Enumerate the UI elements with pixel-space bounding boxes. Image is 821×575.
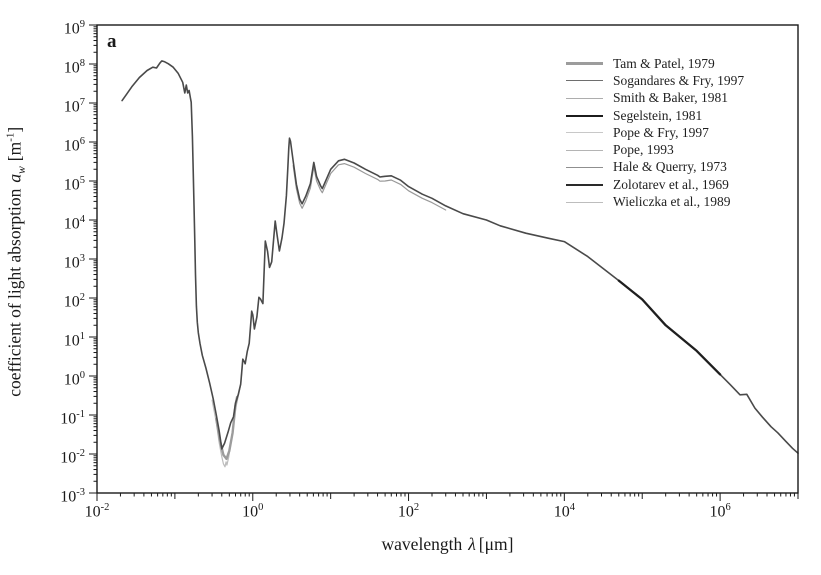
y-title-unit-exp: -1: [4, 132, 17, 142]
legend-item-label: Tam & Patel, 1979: [613, 55, 715, 71]
legend: Tam & Patel, 1979 Sogandares & Fry, 1997 S…: [566, 55, 744, 211]
tick-label: 10-2: [60, 448, 85, 467]
legend-item-label: Zolotarev et al., 1969: [613, 176, 729, 192]
series-curve-2: [292, 163, 447, 211]
tick-label: 102: [397, 502, 420, 521]
legend-item: Hale & Querry, 1973: [566, 159, 744, 176]
tick-exponent: 4: [569, 502, 575, 513]
legend-item-label: Segelstein, 1981: [613, 107, 703, 123]
tick-exponent: 6: [725, 502, 731, 513]
tick-exponent: 4: [79, 214, 85, 225]
legend-line-swatch: [566, 183, 603, 186]
tick-label: 104: [553, 502, 575, 521]
x-axis-title: wavelength λ [μm]: [97, 534, 798, 555]
plot-frame: [96, 24, 799, 494]
legend-item: Sogandares & Fry, 1997: [566, 72, 744, 89]
tick-exponent: 5: [79, 175, 85, 186]
x-title-symbol: λ: [468, 534, 476, 554]
x-title-text: wavelength: [381, 534, 463, 554]
tick-exponent: 2: [79, 292, 85, 303]
legend-line-swatch: [566, 97, 603, 99]
tick-label: 104: [63, 214, 85, 233]
x-title-unit: [μm]: [478, 534, 514, 554]
tick-exponent: -2: [76, 448, 85, 459]
y-title-unit-open: [m: [4, 141, 25, 162]
tick-exponent: -2: [100, 502, 110, 513]
data-curves: [121, 60, 799, 468]
legend-item: Zolotarev et al., 1969: [566, 176, 744, 193]
tick-label: 100: [63, 370, 85, 389]
tick-label: 10-1: [60, 409, 85, 428]
tick-exponent: 7: [79, 97, 85, 108]
tick-label: 102: [63, 292, 85, 311]
tick-exponent: 1: [79, 331, 85, 342]
legend-item: Wieliczka et al., 1989: [566, 193, 744, 210]
y-title-text: coefficient of light absorption: [4, 188, 25, 397]
panel-label: a: [107, 31, 117, 52]
tick-label: 10-3: [60, 487, 85, 506]
legend-line-swatch: [566, 149, 603, 151]
tick-label: 105: [63, 175, 85, 194]
tick-label: 108: [63, 58, 85, 77]
tick-label: 103: [63, 253, 85, 272]
legend-item: Segelstein, 1981: [566, 107, 744, 124]
tick-exponent: -3: [76, 487, 85, 498]
legend-item-label: Pope, 1993: [613, 142, 674, 158]
legend-item: Smith & Baker, 1981: [566, 90, 744, 107]
legend-item-label: Hale & Querry, 1973: [613, 159, 727, 175]
legend-line-swatch: [566, 132, 603, 134]
tick-exponent: 6: [79, 136, 85, 147]
legend-item-label: Wieliczka et al., 1989: [613, 194, 731, 210]
tick-label: 100: [242, 502, 264, 521]
legend-item: Pope & Fry, 1997: [566, 124, 744, 141]
series-curve-3: [121, 60, 799, 455]
legend-item-label: Sogandares & Fry, 1997: [613, 72, 745, 88]
legend-line-swatch: [566, 62, 603, 66]
tick-exponent: 2: [413, 502, 420, 513]
legend-line-swatch: [566, 201, 603, 203]
tick-label: 106: [63, 136, 85, 155]
tick-label: 101: [63, 331, 85, 350]
legend-item: Pope, 1993: [566, 141, 744, 158]
tick-exponent: 3: [79, 253, 85, 264]
y-axis-title: coefficient of light absorption aw [m-1]: [4, 29, 28, 495]
legend-line-swatch: [566, 166, 603, 168]
tick-exponent: 0: [79, 370, 85, 381]
tick-label: 109: [63, 19, 85, 38]
tick-label: 10-2: [84, 502, 110, 521]
tick-label: 106: [709, 502, 731, 521]
y-title-symbol: a: [4, 173, 25, 183]
tick-exponent: 8: [79, 58, 85, 69]
legend-item-label: Smith & Baker, 1981: [613, 90, 728, 106]
y-title-symbol-sub: w: [15, 166, 28, 174]
legend-item-label: Pope & Fry, 1997: [613, 124, 709, 140]
y-title-unit-close: ]: [4, 126, 25, 133]
series-curve-4: [617, 279, 722, 376]
tick-exponent: 9: [79, 19, 85, 30]
tick-exponent: 0: [258, 502, 264, 513]
legend-line-swatch: [566, 80, 603, 82]
legend-line-swatch: [566, 114, 603, 117]
tick-exponent: -1: [76, 409, 85, 420]
tick-label: 107: [63, 97, 85, 116]
legend-item: Tam & Patel, 1979: [566, 55, 744, 72]
